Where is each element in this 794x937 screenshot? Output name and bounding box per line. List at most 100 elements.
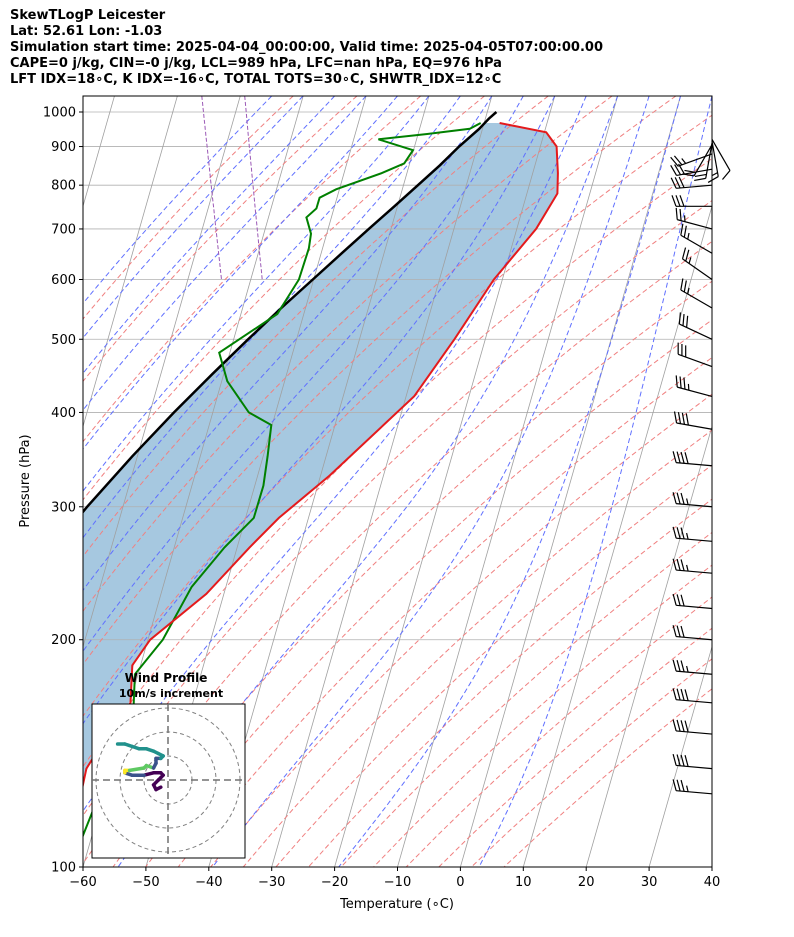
wind-barb-staff (676, 764, 713, 770)
wind-barb-flag (672, 451, 677, 463)
wind-barb-half-flag (686, 665, 689, 673)
wind-barb-flag (674, 177, 681, 189)
hodograph-title: Wind Profile (125, 671, 208, 685)
dry-adiabat (145, 319, 712, 867)
wind-barb (711, 139, 731, 180)
dry-adiabat (83, 96, 294, 320)
y-axis-label: Pressure (hPa) (18, 434, 33, 527)
wind-barb-staff (676, 461, 713, 467)
wind-barb-staff (680, 234, 713, 254)
wind-barb-flag (680, 559, 685, 571)
wind-barb (672, 492, 713, 508)
moist-adiabat (83, 96, 367, 411)
moist-adiabat (212, 96, 650, 867)
wind-barb-flag (680, 223, 684, 236)
wind-barb-flag (676, 754, 681, 766)
wind-barb-flag (680, 492, 685, 505)
wind-barb-staff (677, 386, 713, 398)
wind-barb-staff (676, 604, 713, 610)
wind-barb-flag (680, 720, 685, 732)
moist-adiabat (83, 96, 556, 725)
indices-line-2: LFT IDX=18∘C, K IDX=-16∘C, TOTAL TOTS=30… (10, 72, 502, 87)
wind-barb-flag (672, 779, 677, 791)
wind-barb (681, 247, 713, 280)
wind-barb-flag (677, 412, 682, 424)
y-axis-ticks: 100 200 300 400 500 600 700 800 900 1000 (43, 105, 83, 876)
wind-barb-flag (676, 688, 681, 701)
y-tick-label: 600 (51, 273, 76, 288)
wind-barb (672, 526, 713, 542)
x-tick-label: −40 (195, 875, 222, 890)
mixing-ratio-line (201, 96, 222, 280)
wind-barb (672, 593, 713, 610)
wind-barb-flag (683, 280, 687, 293)
wind-barb-flag (680, 660, 685, 672)
moist-adiabat (478, 96, 712, 867)
moist-adiabat (117, 96, 619, 867)
wind-barb-flag (680, 278, 684, 291)
wind-barb-flag (671, 195, 677, 207)
wind-barb-flag (678, 176, 685, 188)
wind-barb-half-flag (687, 287, 690, 295)
wind-barb-flag (672, 526, 677, 539)
wind-barb-flag (679, 376, 682, 389)
wind-barb-flag (680, 451, 685, 464)
wind-barb-flag (680, 754, 685, 767)
wind-barb-flag (676, 558, 681, 571)
wind-barb-flag (676, 719, 681, 732)
wind-barb-staff (679, 323, 713, 340)
wind-barb-flag (672, 492, 677, 504)
dry-adiabat (210, 393, 712, 867)
x-tick-label: 0 (456, 875, 464, 890)
wind-barb-staff (676, 422, 713, 430)
wind-barb (672, 753, 713, 770)
wind-barb-flag (683, 225, 687, 238)
wind-barb-staff (676, 635, 713, 641)
wind-barb-flag (679, 208, 682, 221)
moist-adiabat (83, 96, 524, 653)
adiabat-lines (83, 96, 712, 867)
y-tick-label: 800 (51, 179, 76, 194)
dry-adiabat (83, 96, 422, 443)
wind-barb-staff (677, 219, 713, 230)
mixing-ratio-line (244, 96, 263, 280)
wind-barb-flag (670, 156, 679, 167)
wind-barb-flag (694, 177, 706, 181)
dry-adiabat (83, 96, 358, 383)
wind-barb-staff (676, 537, 713, 542)
wind-barb-flag (676, 594, 681, 606)
wind-barb-flag (681, 412, 686, 425)
wind-barb-flag (674, 164, 682, 176)
wind-barbs (670, 139, 731, 795)
wind-barb-half-flag (687, 232, 690, 240)
location-line: Lat: 52.61 Lon: -1.03 (10, 24, 163, 39)
parcel-path-line (83, 111, 498, 514)
x-tick-label: −20 (321, 875, 348, 890)
wind-barb-flag (676, 625, 681, 638)
wind-barb-flag (680, 625, 685, 638)
wind-barb (670, 176, 713, 189)
wind-barb-flag (676, 492, 681, 505)
wind-barb (670, 153, 713, 167)
y-tick-label: 400 (51, 406, 76, 421)
wind-barb-staff (676, 730, 713, 735)
time-line: Simulation start time: 2025-04-04_00:00:… (10, 40, 603, 55)
wind-barb-flag (680, 594, 685, 607)
wind-barb (707, 141, 719, 183)
wind-barb-flag (672, 659, 677, 672)
wind-barb (675, 207, 713, 230)
wind-barb-flag (682, 314, 685, 326)
hodograph-inset: Wind Profile 10m/s increment (91, 671, 246, 859)
wind-barb-flag (684, 755, 689, 767)
wind-barb-staff (705, 142, 713, 179)
wind-barb-staff (693, 144, 713, 177)
wind-barb (670, 163, 713, 177)
wind-barb-flag (694, 173, 707, 178)
wind-barb-staff (676, 569, 713, 574)
x-tick-label: −10 (384, 875, 411, 890)
wind-barb-flag (680, 779, 685, 792)
wind-barb-staff (677, 353, 713, 368)
isotherm-line (460, 96, 681, 867)
wind-barb (675, 375, 713, 398)
